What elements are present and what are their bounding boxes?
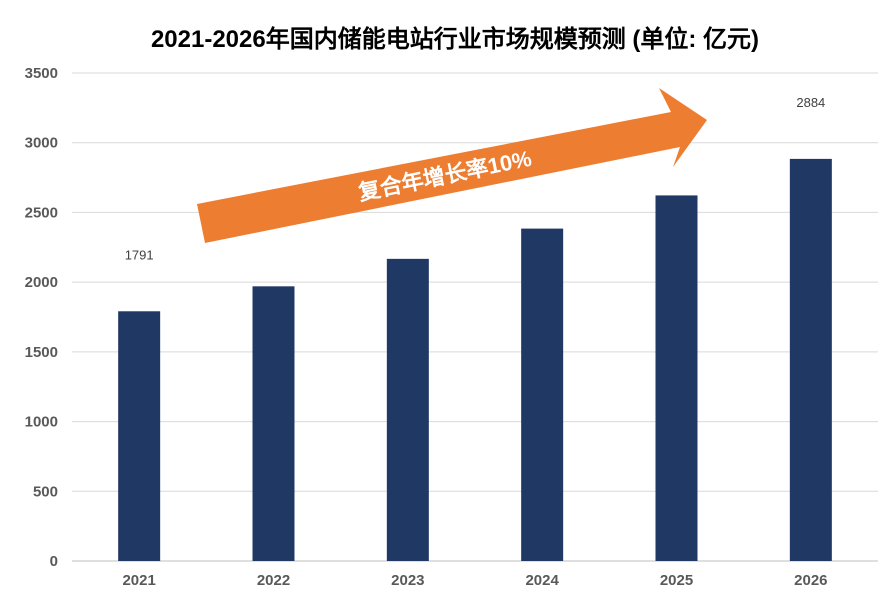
y-tick-label: 3500	[25, 65, 58, 82]
y-tick-label: 0	[50, 553, 58, 570]
bar-2021	[118, 311, 161, 561]
data-labels: 1791 2884	[125, 95, 826, 262]
x-tick-label: 2026	[794, 572, 827, 589]
bar-2022	[252, 286, 295, 561]
growth-arrow-icon	[197, 88, 707, 243]
x-axis-ticks: 2021 2022 2023 2024 2025 2026	[122, 572, 827, 589]
x-tick-label: 2022	[257, 572, 290, 589]
y-tick-label: 3000	[25, 135, 58, 152]
y-tick-label: 500	[33, 483, 58, 500]
data-label: 2884	[796, 95, 825, 110]
x-tick-label: 2023	[391, 572, 424, 589]
x-tick-label: 2021	[122, 572, 155, 589]
bar-2024	[521, 228, 564, 561]
bars	[118, 158, 832, 562]
cagr-label: 复合年增长率10%	[355, 146, 533, 206]
y-tick-label: 1500	[25, 344, 58, 361]
y-tick-label: 2000	[25, 274, 58, 291]
y-axis-ticks: 0 500 1000 1500 2000 2500 3000 3500	[25, 65, 58, 570]
x-tick-label: 2024	[525, 572, 559, 589]
bar-2025	[655, 195, 698, 562]
cagr-annotation: 复合年增长率10%	[197, 88, 707, 243]
bar-2026	[789, 158, 832, 561]
bar-2023	[386, 258, 429, 561]
chart-title: 2021-2026年国内储能电站行业市场规模预测 (单位: 亿元)	[151, 25, 759, 53]
y-tick-label: 1000	[25, 414, 58, 431]
data-label: 1791	[125, 247, 154, 262]
gridlines	[72, 72, 878, 562]
y-tick-label: 2500	[25, 204, 58, 221]
x-tick-label: 2025	[660, 572, 693, 589]
